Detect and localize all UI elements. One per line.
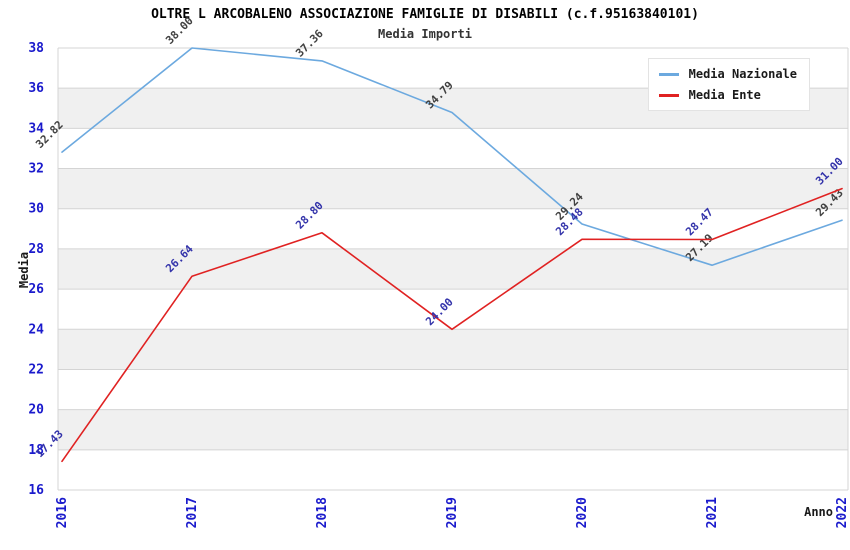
data-point-label: 38.00 [163,14,196,47]
y-axis-tick-labels: 38 36 34 32 30 28 26 24 22 20 18 16 [28,41,44,498]
x-tick-label: 2019 [445,497,460,528]
x-tick-label: 2017 [185,497,200,528]
y-tick-label: 20 [28,403,44,418]
media-ente-line-swatch-icon [658,93,679,97]
series-line-media-ente [61,187,843,463]
y-tick-label: 26 [28,282,44,297]
gridlines [57,47,849,491]
y-tick-label: 28 [28,242,44,257]
y-tick-label: 24 [28,322,44,337]
y-axis-title: Media [17,252,31,288]
y-tick-label: 18 [28,443,44,458]
y-tick-label: 36 [28,81,44,96]
media-nazionale-line-swatch-icon [658,72,679,76]
y-tick-label: 34 [28,121,44,136]
series-line-media-nazionale [61,47,843,267]
x-axis-title: Anno [804,505,833,519]
y-tick-label: 38 [28,41,44,56]
chart-title: OLTRE L ARCOBALENO ASSOCIAZIONE FAMIGLIE… [151,7,699,22]
legend-item-media-nazionale[interactable]: Media Nazionale [658,67,797,81]
y-tick-label: 16 [28,483,44,498]
background-bands [58,48,848,490]
y-tick-label: 30 [28,202,44,217]
legend-item-media-ente[interactable]: Media Ente [658,88,797,102]
x-tick-label: 2018 [315,497,330,528]
x-tick-label: 2021 [705,497,720,528]
chart-subtitle: Media Importi [378,27,472,41]
legend-label: Media Ente [688,88,761,102]
legend: Media Nazionale Media Ente [647,58,810,111]
x-tick-label: 2016 [55,497,70,528]
x-axis-tick-labels: 2016 2017 2018 2019 2020 2021 2022 [55,497,850,528]
legend-label: Media Nazionale [688,67,797,81]
x-tick-label: 2022 [835,497,850,528]
y-tick-label: 32 [28,162,44,177]
x-tick-label: 2020 [575,497,590,528]
y-tick-label: 22 [28,362,44,377]
